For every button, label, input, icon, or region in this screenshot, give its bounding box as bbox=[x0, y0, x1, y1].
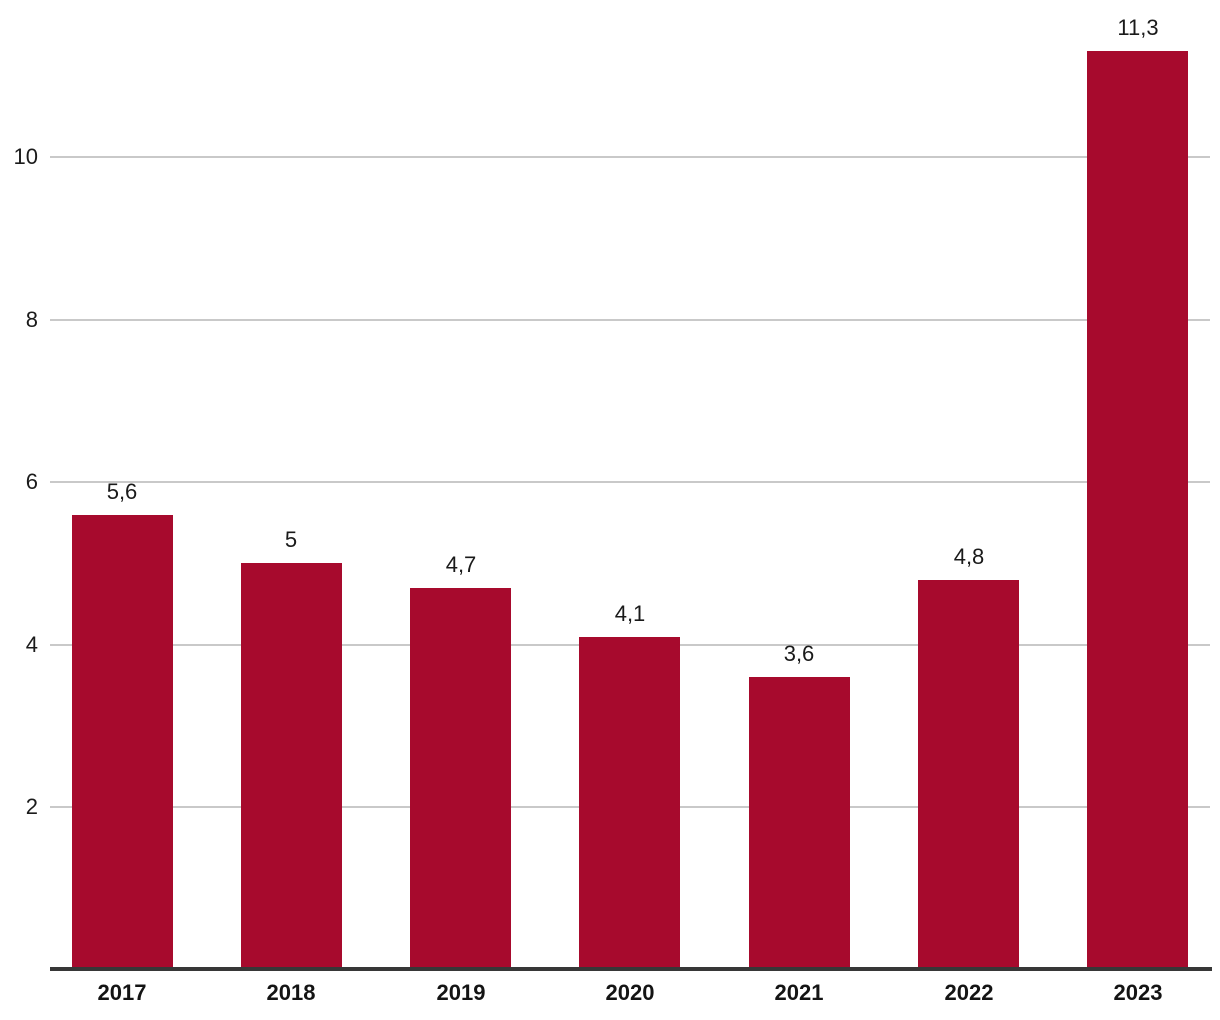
x-tick-label-2017: 2017 bbox=[97, 980, 147, 1005]
x-tick-label-2019: 2019 bbox=[436, 980, 486, 1005]
x-tick-label-2022: 2022 bbox=[944, 980, 994, 1005]
bar-2022 bbox=[918, 580, 1019, 970]
bar-2019 bbox=[410, 588, 511, 970]
y-tick-label: 10 bbox=[13, 144, 38, 169]
bar-2023 bbox=[1087, 51, 1188, 970]
x-tick-label-2021: 2021 bbox=[774, 980, 824, 1005]
bar-value-label-2018: 5 bbox=[284, 527, 298, 552]
x-tick-label-2018: 2018 bbox=[266, 980, 316, 1005]
bar-2017 bbox=[72, 515, 173, 970]
gridline-y-6 bbox=[50, 481, 1210, 484]
bar-value-label-2020: 4,1 bbox=[614, 601, 646, 626]
y-tick-label: 4 bbox=[25, 631, 38, 657]
gridline-y-10 bbox=[50, 156, 1210, 158]
bar-2021 bbox=[749, 677, 850, 970]
bar-value-label-2023: 11,3 bbox=[1117, 15, 1159, 40]
x-tick-label-2023: 2023 bbox=[1113, 980, 1163, 1005]
bar-2020 bbox=[579, 637, 680, 970]
x-axis-line bbox=[50, 967, 1212, 971]
bar-value-label-2019: 4,7 bbox=[445, 552, 477, 577]
bar-value-label-2017: 5,6 bbox=[106, 479, 138, 504]
gridline-y-8 bbox=[50, 318, 1210, 321]
y-tick-label: 6 bbox=[25, 469, 38, 495]
y-tick-label: 2 bbox=[25, 794, 38, 820]
bar-2018 bbox=[241, 563, 342, 970]
y-tick-label: 8 bbox=[25, 306, 38, 332]
x-tick-label-2020: 2020 bbox=[605, 980, 655, 1005]
bar-value-label-2021: 3,6 bbox=[783, 641, 815, 666]
bar-value-label-2022: 4,8 bbox=[953, 544, 985, 569]
